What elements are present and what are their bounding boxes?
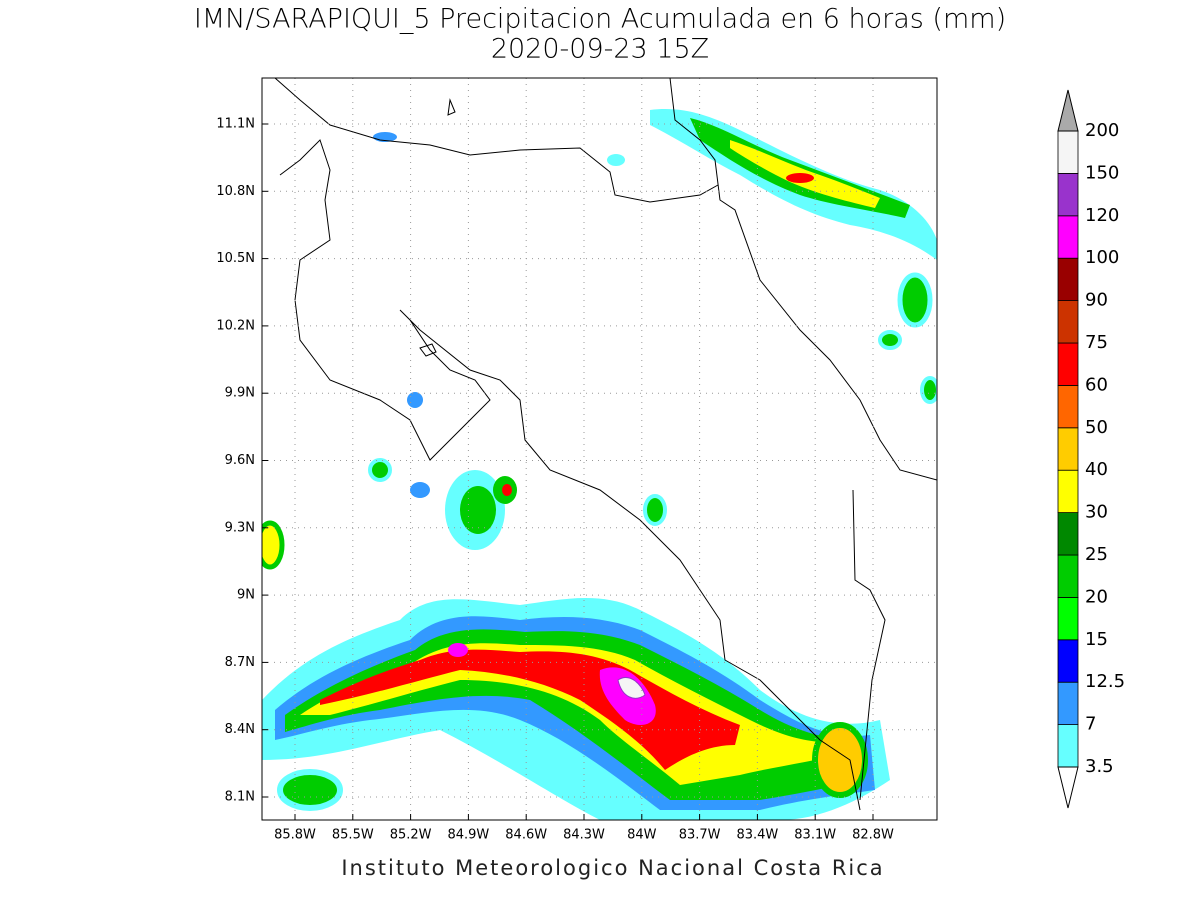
precip-area [643,494,667,526]
colorbar-segment [1057,215,1079,259]
precip-field [262,109,937,820]
lat-tick-label: 8.7N [225,655,255,670]
colorbar-segment [1057,427,1079,471]
precip-area [502,484,512,496]
colorbar-segment [1057,469,1079,514]
footer-credit: Instituto Meteorologico Nacional Costa R… [341,856,884,880]
lat-tick-label: 8.4N [225,722,255,737]
colorbar-over [1057,89,1079,132]
lon-tick-label: 85.8W [274,828,316,843]
colorbar-label: 75 [1085,332,1108,353]
precip-area [448,643,468,657]
precip-area [812,722,868,798]
precip-area [407,392,423,408]
lon-tick-label: 84.6W [505,828,547,843]
precip-area [460,486,496,534]
precip-area [897,272,933,328]
colorbar-label: 3.5 [1085,756,1114,777]
precip-area [786,173,814,183]
colorbar-segment [1057,554,1079,598]
lon-tick-label: 83.4W [736,828,778,843]
colorbar: 3.5 7 12.5 15 20 25 30 40 50 60 75 90 100 120 150 200 [1057,89,1125,809]
colorbar-label: 25 [1085,544,1108,565]
lon-tick-label: 85.2W [390,828,432,843]
colorbar-label: 12.5 [1085,671,1125,692]
lat-tick-label: 9N [237,588,255,603]
colorbar-segment [1057,597,1079,641]
colorbar-segment [1057,130,1079,174]
colorbar-label: 30 [1085,502,1108,523]
precip-area [262,520,285,570]
colorbar-label: 15 [1085,629,1108,650]
lon-tick-label: 84.3W [563,828,605,843]
colorbar-label: 90 [1085,290,1108,311]
precip-area [277,769,343,811]
border [852,489,886,801]
lat-tick-label: 10.5N [216,251,255,266]
island [447,98,456,116]
lat-tick-label: 11.1N [216,117,255,132]
lon-tick-label: 82.8W [852,828,894,843]
precip-area [878,330,902,350]
precip-area [617,677,646,699]
colorbar-segment [1057,257,1079,302]
colorbar-segment [1057,300,1079,344]
colorbar-label: 20 [1085,586,1108,607]
coastlines [274,78,937,811]
colorbar-label: 50 [1085,417,1108,438]
colorbar-label: 40 [1085,459,1108,480]
precip-area [410,482,430,498]
colorbar-segment [1057,512,1079,556]
lon-tick-label: 83.1W [794,828,836,843]
precip-area [920,376,937,404]
colorbar-segment [1057,342,1079,386]
lon-tick-label: 84W [627,828,657,843]
colorbar-label: 200 [1085,120,1119,141]
colorbar-label: 150 [1085,162,1119,183]
lat-tick-label: 10.8N [216,184,255,199]
colorbar-segment [1057,172,1079,217]
colorbar-label: 7 [1085,714,1096,735]
graticule: 85.8W 85.5W 85.2W 84.9W 84.6W 84.3W 84W 83.7W 83… [216,78,937,843]
lat-tick-label: 8.1N [225,790,255,805]
lon-tick-label: 85.5W [332,828,374,843]
precip-area [607,154,625,166]
border [274,78,719,203]
title: IMN/SARAPIQUI_5 Precipitacion Acumulada … [194,4,1006,35]
colorbar-segment [1057,724,1079,768]
coastline [279,139,861,811]
coastline [669,78,937,481]
lat-tick-label: 9.9N [225,386,255,401]
colorbar-segment [1057,681,1079,726]
lon-tick-label: 83.7W [679,828,721,843]
lon-tick-label: 84.9W [447,828,489,843]
subtitle: 2020-09-23 15Z [491,34,709,65]
colorbar-label: 100 [1085,247,1119,268]
island [419,343,437,357]
map-frame [261,77,938,821]
lat-tick-label: 9.3N [225,520,255,535]
lat-tick-label: 10.2N [216,318,255,333]
precip-area [368,458,392,482]
colorbar-segment [1057,384,1079,429]
colorbar-segment [1057,639,1079,683]
colorbar-label: 60 [1085,374,1108,395]
colorbar-label: 120 [1085,205,1119,226]
colorbar-under [1057,766,1079,809]
lat-tick-label: 9.6N [225,453,255,468]
